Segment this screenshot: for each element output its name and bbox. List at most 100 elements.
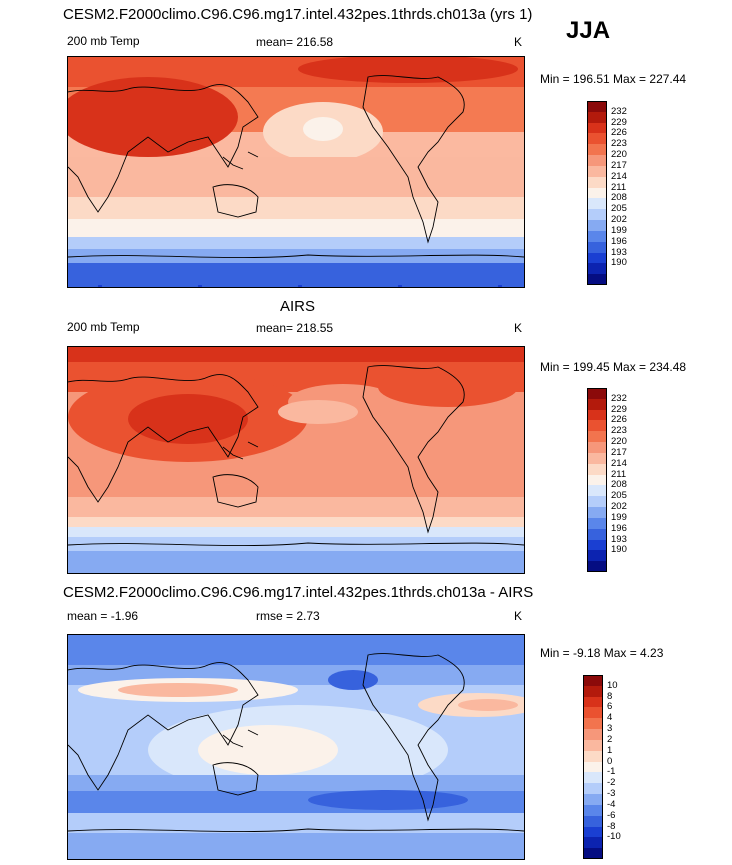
colorbar-swatch: [583, 848, 603, 860]
panel1-left-label: 200 mb Temp: [67, 34, 140, 48]
panel1-unit: K: [514, 35, 523, 49]
colorbar-tick-label: 211: [611, 468, 627, 480]
colorbar-tick-label: 214: [611, 170, 627, 182]
colorbar-tick-label: 226: [611, 414, 627, 426]
colorbar-tick-label: 196: [611, 235, 627, 247]
colorbar-tick-label: 223: [611, 425, 627, 437]
panel1-map: [67, 56, 525, 288]
colorbar-tick-label: -3: [607, 788, 616, 800]
colorbar-swatch: [583, 804, 603, 817]
colorbar-swatch: [587, 241, 607, 254]
colorbar-swatch: [587, 474, 607, 486]
colorbar-swatch: [587, 198, 607, 210]
colorbar-swatch: [583, 826, 603, 838]
panel2-map-svg: [68, 347, 524, 573]
panel2-colorbar: 232 229 226 223 220 217 214 211 208 205 202 199 196 1…: [587, 388, 647, 573]
panel2-left-label: 200 mb Temp: [67, 320, 140, 334]
colorbar-tick-label: 214: [611, 457, 627, 469]
colorbar-swatch: [587, 561, 607, 573]
colorbar-tick-label: 220: [611, 436, 627, 448]
colorbar-tick-label: 4: [607, 712, 613, 724]
colorbar-tick-label: 3: [607, 723, 613, 735]
colorbar-swatch: [583, 729, 603, 741]
colorbar-tick-label: 211: [611, 181, 627, 193]
panel2-unit: K: [514, 321, 523, 335]
colorbar-swatch: [587, 420, 607, 432]
colorbar-tick-label: -6: [607, 809, 616, 821]
colorbar-tick-label: 196: [611, 522, 627, 534]
colorbar-swatch: [587, 274, 607, 286]
panel1-colorbar: 232 229 226 223 220 217 214 211 208 205 202 199 196 1…: [587, 101, 647, 286]
colorbar-swatch: [587, 528, 607, 541]
panel3-colorbar: 10 8 6 4 3 2 1 0 -1 -2 -3 -4 -6 -8 -10: [583, 675, 643, 860]
colorbar-tick-label: 6: [607, 701, 613, 713]
panel3-map-svg: [68, 635, 524, 859]
colorbar-tick-label: 232: [611, 392, 627, 404]
colorbar-swatch: [587, 485, 607, 497]
panel1-title: CESM2.F2000climo.C96.C96.mg17.intel.432p…: [63, 6, 533, 23]
colorbar-tick-label: -10: [607, 831, 621, 843]
colorbar-swatch: [583, 761, 603, 773]
colorbar-tick-label: 193: [611, 246, 627, 258]
colorbar-tick-label: 10: [607, 679, 618, 691]
colorbar-tick-label: 202: [611, 501, 627, 513]
colorbar-tick-label: 220: [611, 149, 627, 161]
panel3-map: [67, 634, 525, 860]
colorbar-swatch: [587, 101, 607, 113]
colorbar-swatch: [587, 263, 607, 275]
colorbar-swatch: [587, 230, 607, 243]
colorbar-swatch: [587, 452, 607, 465]
panel3-mean: mean = -1.96: [67, 609, 139, 623]
panel1-mean: mean= 216.58: [256, 35, 334, 49]
colorbar-tick-label: -8: [607, 820, 616, 832]
colorbar-swatch: [587, 155, 607, 167]
colorbar-swatch: [587, 165, 607, 178]
colorbar-swatch: [587, 442, 607, 454]
colorbar-tick-label: -1: [607, 766, 616, 778]
colorbar-tick-label: 190: [611, 257, 627, 269]
colorbar-tick-label: 229: [611, 116, 627, 128]
colorbar-tick-label: 202: [611, 214, 627, 226]
colorbar-tick-label: 205: [611, 203, 627, 215]
colorbar-tick-label: 223: [611, 138, 627, 150]
colorbar-swatch: [587, 176, 607, 189]
colorbar-tick-label: 217: [611, 446, 627, 458]
colorbar-tick-label: 229: [611, 403, 627, 415]
colorbar-swatch: [587, 550, 607, 562]
panel3-minmax: Min = -9.18 Max = 4.23: [540, 646, 664, 660]
colorbar-swatch: [587, 463, 607, 476]
panel1-minmax: Min = 196.51 Max = 227.44: [540, 72, 687, 86]
panel3-rmse: rmse = 2.73: [256, 609, 320, 623]
colorbar-swatch: [583, 794, 603, 806]
colorbar-swatch: [583, 783, 603, 795]
panel3-title: CESM2.F2000climo.C96.C96.mg17.intel.432p…: [63, 584, 534, 601]
colorbar-swatch: [583, 772, 603, 784]
colorbar-swatch: [583, 696, 603, 708]
colorbar-swatch: [587, 122, 607, 134]
colorbar-swatch: [587, 220, 607, 232]
colorbar-swatch: [587, 209, 607, 221]
colorbar-swatch: [587, 398, 607, 411]
colorbar-swatch: [587, 517, 607, 530]
colorbar-tick-label: 8: [607, 690, 613, 702]
colorbar-tick-label: 208: [611, 479, 627, 491]
colorbar-swatch: [583, 837, 603, 849]
panel3-unit: K: [514, 609, 523, 623]
colorbar-swatch: [587, 431, 607, 443]
colorbar-swatch: [583, 707, 603, 719]
colorbar-swatch: [587, 507, 607, 519]
colorbar-swatch: [583, 718, 603, 730]
colorbar-swatch: [587, 144, 607, 156]
colorbar-tick-label: -4: [607, 798, 616, 810]
colorbar-tick-label: 232: [611, 105, 627, 117]
colorbar-swatch: [587, 133, 607, 145]
colorbar-swatch: [583, 815, 603, 828]
colorbar-tick-label: 217: [611, 159, 627, 171]
colorbar-tick-label: 199: [611, 224, 627, 236]
colorbar-tick-label: 208: [611, 192, 627, 204]
colorbar-swatch: [583, 675, 603, 687]
colorbar-swatch: [583, 739, 603, 752]
colorbar-swatch: [587, 111, 607, 124]
colorbar-swatch: [587, 388, 607, 400]
colorbar-tick-label: 205: [611, 490, 627, 502]
